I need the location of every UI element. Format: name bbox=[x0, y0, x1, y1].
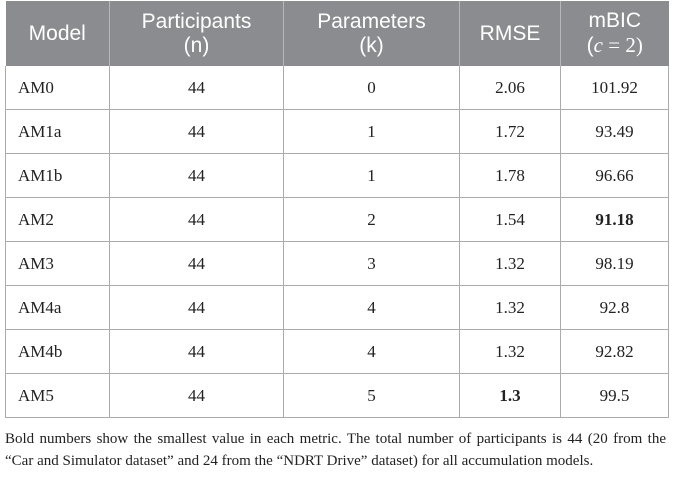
cell-rmse: 1.78 bbox=[459, 153, 561, 198]
cell-parameters: 1 bbox=[283, 153, 460, 198]
table-row: AM0 44 0 2.06 101.92 bbox=[5, 66, 669, 110]
cell-mbic: 96.66 bbox=[560, 153, 669, 198]
results-table-container: Model Participants (n) Parameters (k) RM… bbox=[5, 1, 669, 472]
header-mbic-value: = 2) bbox=[602, 33, 643, 57]
header-parameters-symbol: (k) bbox=[359, 33, 384, 57]
cell-participants: 44 bbox=[109, 153, 284, 198]
cell-rmse: 1.72 bbox=[459, 109, 561, 154]
model-comparison-table: Model Participants (n) Parameters (k) RM… bbox=[5, 1, 669, 418]
header-mbic-variable: c bbox=[593, 33, 603, 57]
header-parameters: Parameters (k) bbox=[283, 1, 460, 66]
table-row: AM1b 44 1 1.78 96.66 bbox=[5, 153, 669, 198]
cell-parameters: 1 bbox=[283, 109, 460, 154]
cell-mbic: 91.18 bbox=[560, 197, 669, 242]
header-mbic-paren-open: ( bbox=[586, 34, 594, 57]
cell-participants: 44 bbox=[109, 329, 284, 374]
cell-model: AM2 bbox=[5, 197, 110, 242]
cell-parameters: 0 bbox=[283, 66, 460, 110]
table-row: AM5 44 5 1.3 99.5 bbox=[5, 373, 669, 418]
cell-parameters: 2 bbox=[283, 197, 460, 242]
table-footnote: Bold numbers show the smallest value in … bbox=[5, 431, 666, 469]
cell-rmse: 2.06 bbox=[459, 66, 561, 110]
cell-model: AM4a bbox=[5, 285, 110, 330]
header-model-label: Model bbox=[28, 21, 86, 45]
table-row: AM3 44 3 1.32 98.19 bbox=[5, 241, 669, 286]
cell-participants: 44 bbox=[109, 109, 284, 154]
header-mbic: mBIC (c = 2) bbox=[560, 1, 669, 66]
cell-rmse: 1.3 bbox=[459, 373, 561, 418]
cell-parameters: 4 bbox=[283, 285, 460, 330]
header-parameters-label: Parameters bbox=[317, 9, 426, 33]
cell-participants: 44 bbox=[109, 66, 284, 110]
table-row: AM4b 44 4 1.32 92.82 bbox=[5, 329, 669, 374]
header-mbic-param: (c = 2) bbox=[561, 33, 669, 58]
cell-model: AM4b bbox=[5, 329, 110, 374]
cell-participants: 44 bbox=[109, 373, 284, 418]
cell-parameters: 4 bbox=[283, 329, 460, 374]
table-row: AM2 44 2 1.54 91.18 bbox=[5, 197, 669, 242]
cell-participants: 44 bbox=[109, 197, 284, 242]
cell-rmse: 1.32 bbox=[459, 285, 561, 330]
header-rmse-label: RMSE bbox=[479, 21, 541, 45]
cell-model: AM5 bbox=[5, 373, 110, 418]
header-mbic-label: mBIC bbox=[588, 9, 642, 32]
header-row: Model Participants (n) Parameters (k) RM… bbox=[5, 1, 669, 66]
cell-parameters: 3 bbox=[283, 241, 460, 286]
cell-mbic: 92.8 bbox=[560, 285, 669, 330]
cell-mbic: 101.92 bbox=[560, 66, 669, 110]
cell-model: AM0 bbox=[5, 66, 110, 110]
cell-rmse: 1.54 bbox=[459, 197, 561, 242]
cell-participants: 44 bbox=[109, 285, 284, 330]
cell-rmse: 1.32 bbox=[459, 241, 561, 286]
table-header: Model Participants (n) Parameters (k) RM… bbox=[5, 1, 669, 66]
table-body: AM0 44 0 2.06 101.92 AM1a 44 1 1.72 93.49 AM1b 44 1 1… bbox=[5, 66, 669, 418]
cell-rmse: 1.32 bbox=[459, 329, 561, 374]
cell-participants: 44 bbox=[109, 241, 284, 286]
cell-mbic: 99.5 bbox=[560, 373, 669, 418]
cell-mbic: 98.19 bbox=[560, 241, 669, 286]
cell-model: AM1b bbox=[5, 153, 110, 198]
header-participants-symbol: (n) bbox=[183, 33, 210, 57]
cell-mbic: 92.82 bbox=[560, 329, 669, 374]
cell-model: AM3 bbox=[5, 241, 110, 286]
table-row: AM4a 44 4 1.32 92.8 bbox=[5, 285, 669, 330]
header-participants-label: Participants bbox=[141, 9, 252, 33]
header-model: Model bbox=[5, 1, 110, 66]
cell-parameters: 5 bbox=[283, 373, 460, 418]
header-participants: Participants (n) bbox=[109, 1, 284, 66]
header-rmse: RMSE bbox=[459, 1, 561, 66]
cell-mbic: 93.49 bbox=[560, 109, 669, 154]
cell-model: AM1a bbox=[5, 109, 110, 154]
table-row: AM1a 44 1 1.72 93.49 bbox=[5, 109, 669, 154]
